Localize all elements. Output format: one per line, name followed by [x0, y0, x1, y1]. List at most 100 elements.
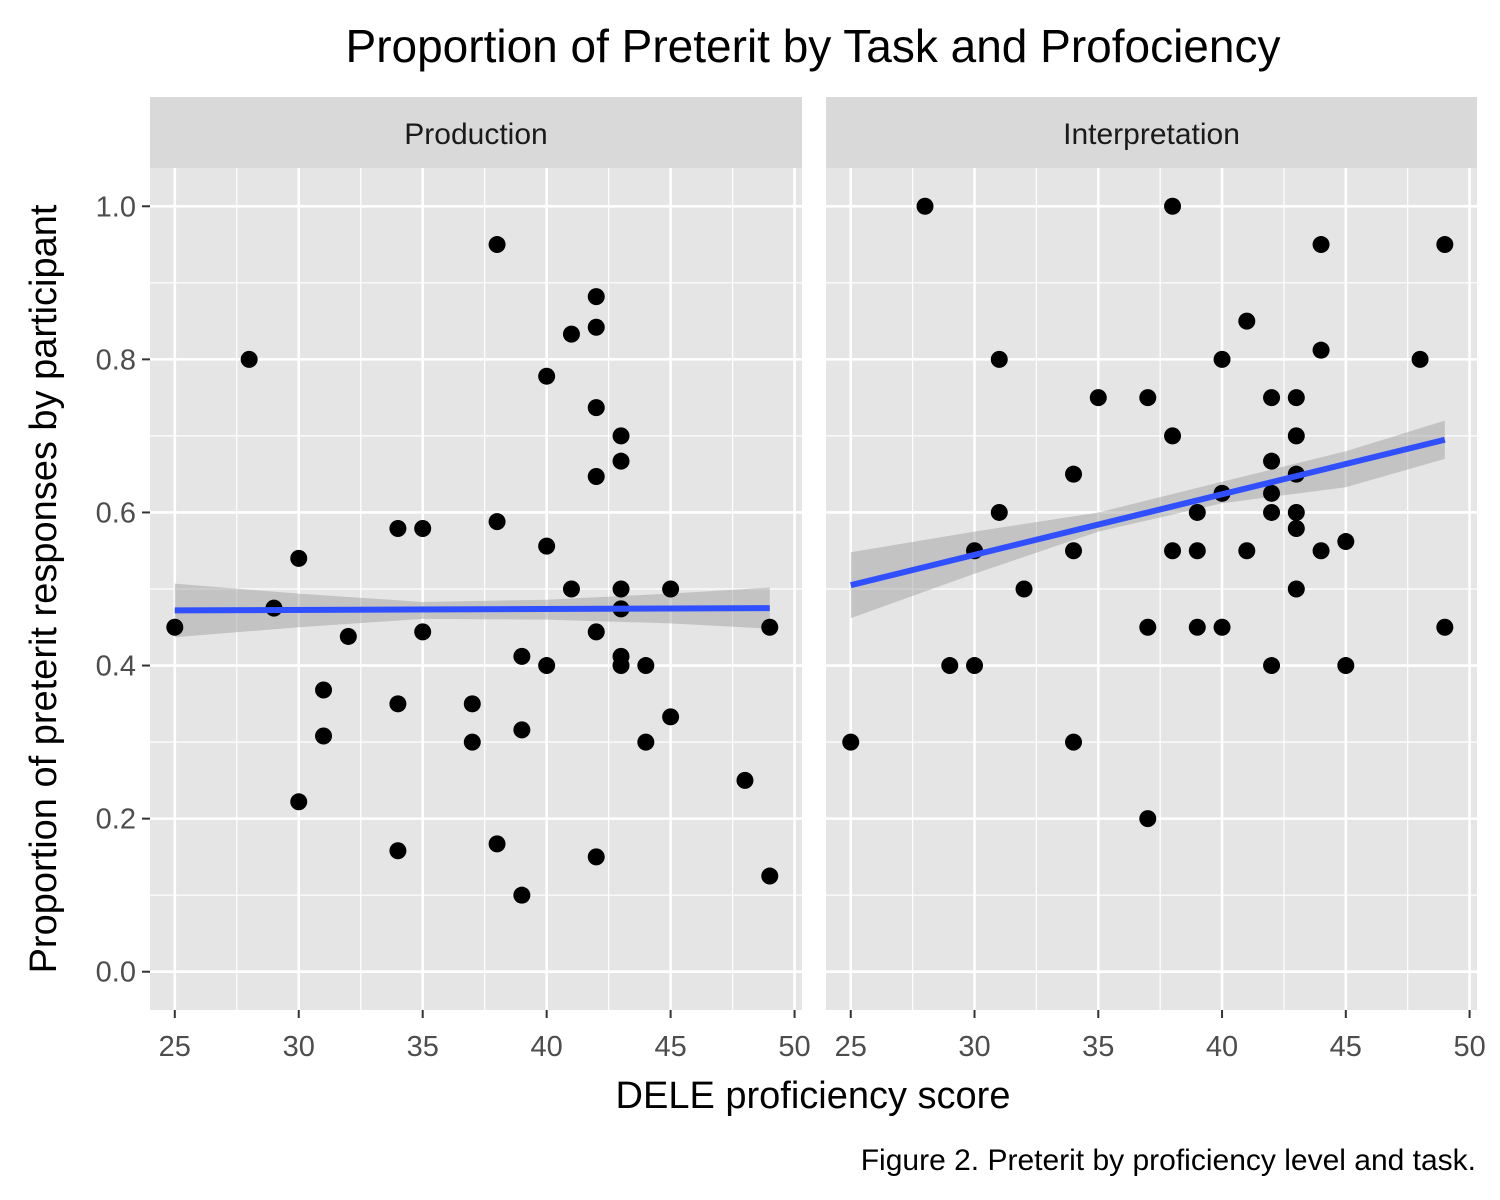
data-point: [1188, 542, 1206, 560]
data-point: [1065, 733, 1083, 751]
data-point: [1015, 580, 1033, 598]
data-point: [1312, 542, 1330, 560]
data-point: [1188, 618, 1206, 636]
data-point: [488, 513, 506, 531]
data-point: [662, 708, 680, 726]
data-point: [941, 657, 959, 675]
facet-strip-label: Production: [404, 118, 547, 151]
data-point: [290, 549, 308, 567]
data-point: [842, 733, 860, 751]
data-point: [1337, 657, 1355, 675]
data-point: [1213, 350, 1231, 368]
data-point: [1164, 542, 1182, 560]
data-point: [240, 350, 258, 368]
data-point: [761, 618, 779, 636]
y-axis: 0.0 0.2 0.4 0.6 0.8 1.0: [96, 191, 150, 989]
data-point: [1213, 618, 1231, 636]
x-tick-label: 40: [1206, 1031, 1238, 1063]
data-point: [1287, 580, 1305, 598]
data-point: [166, 618, 184, 636]
data-point: [513, 647, 531, 665]
data-point: [315, 681, 333, 699]
y-tick-label: 0.2: [96, 804, 136, 836]
data-point: [488, 236, 506, 254]
data-point: [587, 848, 605, 866]
facet-strip-label: Interpretation: [1063, 118, 1240, 151]
data-point: [1312, 341, 1330, 359]
data-point: [389, 695, 407, 713]
x-tick-label: 50: [778, 1031, 810, 1063]
data-point: [1436, 236, 1454, 254]
data-point: [1065, 465, 1083, 483]
y-tick-label: 0.0: [96, 957, 136, 989]
y-axis-label: Proportion of preterit responses by part…: [23, 204, 65, 973]
data-point: [315, 727, 333, 745]
x-tick-label: 30: [958, 1031, 990, 1063]
data-point: [1065, 542, 1083, 560]
data-point: [587, 399, 605, 417]
data-point: [1436, 618, 1454, 636]
x-tick-label: 30: [283, 1031, 315, 1063]
x-tick-label: 25: [835, 1031, 867, 1063]
data-point: [990, 503, 1008, 521]
data-point: [1411, 350, 1429, 368]
data-point: [1337, 533, 1355, 551]
data-point: [513, 721, 531, 739]
data-point: [1312, 236, 1330, 254]
data-point: [414, 520, 432, 538]
data-point: [1164, 427, 1182, 445]
data-point: [637, 657, 655, 675]
panels-layer: Production 25 30 35 40 45 50 Interpretation 25 30…: [150, 97, 1486, 1063]
data-point: [513, 886, 531, 904]
data-point: [637, 733, 655, 751]
x-tick-label: 25: [159, 1031, 191, 1063]
x-axis-label: DELE proficiency score: [616, 1075, 1011, 1117]
data-point: [966, 657, 984, 675]
data-point: [761, 867, 779, 885]
data-point: [1287, 389, 1305, 407]
data-point: [414, 623, 432, 641]
data-point: [587, 623, 605, 641]
data-point: [587, 288, 605, 306]
data-point: [662, 580, 680, 598]
chart-title: Proportion of Preterit by Task and Profo…: [346, 20, 1281, 72]
data-point: [587, 467, 605, 485]
data-point: [463, 695, 481, 713]
facet-strip: [150, 97, 802, 168]
data-point: [1263, 503, 1281, 521]
data-point: [1287, 427, 1305, 445]
data-point: [538, 537, 556, 555]
panel-production: Production 25 30 35 40 45 50: [150, 97, 811, 1063]
x-tick-label: 35: [407, 1031, 439, 1063]
data-point: [1238, 312, 1256, 330]
x-tick-label: 45: [654, 1031, 686, 1063]
data-point: [538, 657, 556, 675]
data-point: [1188, 503, 1206, 521]
data-point: [1287, 520, 1305, 538]
x-tick-label: 50: [1453, 1031, 1485, 1063]
data-point: [488, 835, 506, 853]
data-point: [1089, 389, 1107, 407]
data-point: [339, 627, 357, 645]
data-point: [1164, 197, 1182, 215]
data-point: [538, 367, 556, 385]
x-tick-label: 40: [531, 1031, 563, 1063]
data-point: [587, 318, 605, 336]
data-point: [990, 350, 1008, 368]
panel-interpretation: Interpretation 25 30 35 40 45 50: [826, 97, 1486, 1063]
data-point: [290, 793, 308, 811]
data-point: [1263, 657, 1281, 675]
data-point: [612, 452, 630, 470]
facet-strip: [826, 97, 1477, 168]
data-point: [916, 197, 934, 215]
regression-line: [174, 605, 770, 614]
data-point: [1287, 503, 1305, 521]
data-point: [612, 427, 630, 445]
data-point: [612, 580, 630, 598]
regression-line: [850, 436, 1446, 589]
figure-caption: Figure 2. Preterit by proficiency level …: [861, 1144, 1476, 1177]
data-point: [389, 842, 407, 860]
data-point: [389, 520, 407, 538]
data-point: [1263, 484, 1281, 502]
